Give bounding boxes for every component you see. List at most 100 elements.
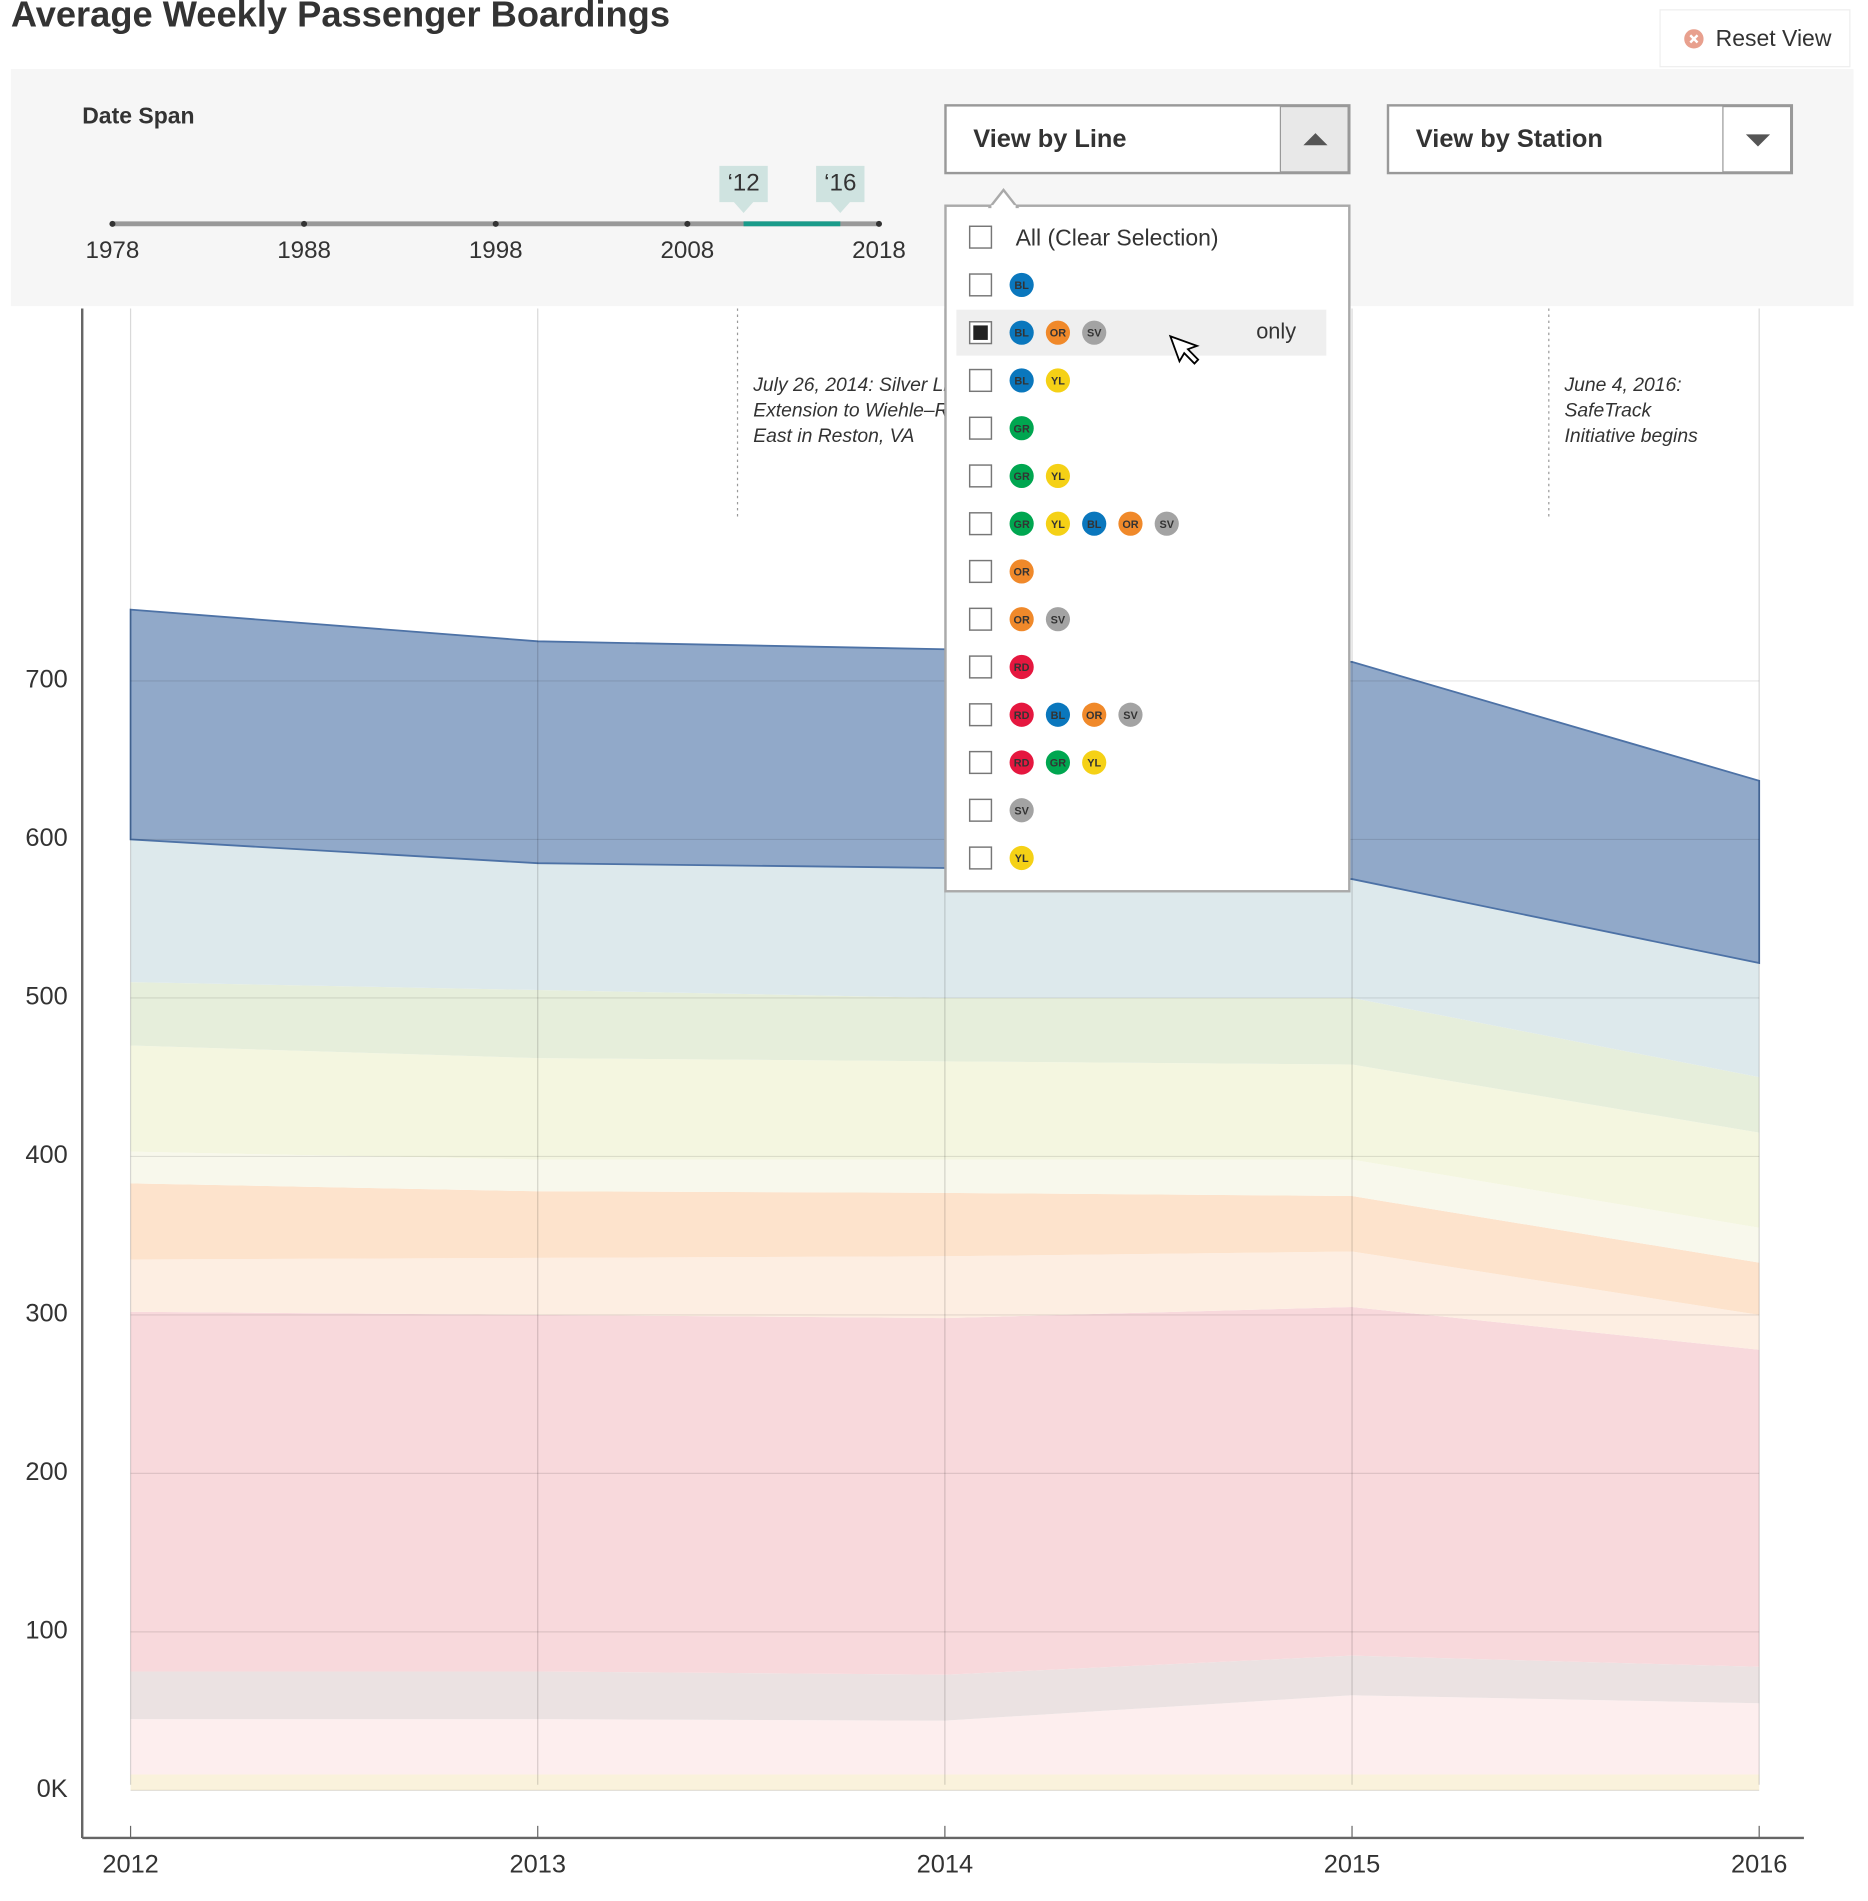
line-badge xyxy=(1082,750,1107,775)
line-badge-label: SV xyxy=(1159,519,1174,531)
area-band xyxy=(130,1251,1760,1350)
menu-item[interactable]: BL xyxy=(968,272,1034,298)
line-badge xyxy=(1118,511,1143,536)
checkbox[interactable] xyxy=(968,368,993,393)
date-span-label: Date Span xyxy=(82,103,194,129)
line-badge-label: OR xyxy=(1086,710,1102,722)
line-badge xyxy=(1118,702,1143,727)
checkbox[interactable] xyxy=(968,273,993,297)
checkbox[interactable] xyxy=(968,512,993,536)
menu-item[interactable]: RD GR YL xyxy=(968,750,1107,775)
line-badge-label: SV xyxy=(1123,710,1138,722)
checkbox[interactable] xyxy=(968,607,993,631)
line-badge xyxy=(1009,416,1034,441)
x-tick-label: 2015 xyxy=(1324,1850,1380,1878)
slider-tick-label: 2008 xyxy=(660,237,714,264)
menu-item[interactable]: YL xyxy=(968,845,1034,871)
line-badge-label: BL xyxy=(1014,280,1029,292)
area-band xyxy=(130,839,1760,1078)
x-tick-label: 2014 xyxy=(917,1850,973,1878)
slider-handle[interactable]: ‘16 xyxy=(816,165,865,213)
line-badge-label: OR xyxy=(1050,328,1066,340)
checkbox[interactable] xyxy=(968,798,993,822)
checkbox[interactable] xyxy=(968,846,993,870)
line-badge-label: GR xyxy=(1014,471,1030,483)
dropdown[interactable]: View by Station xyxy=(1386,104,1794,175)
line-badge-label: YL xyxy=(1051,519,1065,531)
menu-item[interactable]: OR SV xyxy=(968,607,1071,632)
checkbox[interactable] xyxy=(968,416,993,440)
slider-tick-label: 2018 xyxy=(852,237,906,264)
reset-label: Reset View xyxy=(1716,25,1832,51)
checkbox[interactable] xyxy=(968,655,993,679)
annotation-text: SafeTrack xyxy=(1565,399,1653,421)
line-badge-label: BL xyxy=(1051,710,1066,722)
checkbox[interactable] xyxy=(968,225,993,249)
line-badge xyxy=(1009,559,1034,584)
line-badge xyxy=(1009,463,1034,489)
x-tick-label: 2012 xyxy=(102,1850,158,1878)
menu-item[interactable]: OR xyxy=(968,559,1034,584)
slider-handle[interactable]: ‘12 xyxy=(719,165,768,213)
menu-panel xyxy=(944,204,1351,893)
menu-item-label: All (Clear Selection) xyxy=(1016,225,1219,251)
line-badge-label: GR xyxy=(1050,758,1066,770)
dropdown-button xyxy=(1722,105,1792,173)
line-badge-label: GR xyxy=(1014,423,1030,435)
line-badge xyxy=(1009,654,1034,680)
menu-item[interactable]: RD xyxy=(968,654,1034,680)
area-band xyxy=(130,1774,1760,1791)
annotation-text: June 4, 2016: xyxy=(1564,374,1682,396)
reset-icon-x xyxy=(1689,34,1699,44)
area-band xyxy=(130,982,1760,1133)
checkbox[interactable] xyxy=(968,464,993,488)
annotation-text: Initiative begins xyxy=(1565,425,1699,447)
page-title: Average Weekly Passenger Boardings xyxy=(11,0,670,35)
slider-handle-flag xyxy=(719,165,768,213)
menu-item[interactable]: RD BL OR SV xyxy=(968,702,1143,727)
dropdown-label: View by Station xyxy=(1416,125,1603,153)
menu-item[interactable]: SV xyxy=(968,798,1034,823)
slider-handle-label: ‘16 xyxy=(824,169,856,196)
line-badge-label: RD xyxy=(1014,662,1030,674)
reset-button[interactable]: Reset View xyxy=(1659,9,1851,68)
line-badge-label: YL xyxy=(1087,758,1101,770)
line-badge-label: GR xyxy=(1014,519,1030,531)
annotation-text: July 26, 2014: Silver Line xyxy=(752,374,969,396)
x-tick-label: 2016 xyxy=(1731,1850,1787,1878)
menu-item[interactable]: All (Clear Selection) xyxy=(968,225,1219,251)
menu-item[interactable]: GR YL BL OR SV xyxy=(968,511,1179,536)
checkbox[interactable] xyxy=(968,559,993,584)
line-badge xyxy=(1082,702,1107,727)
checkbox[interactable] xyxy=(968,750,993,775)
y-tick-label: 400 xyxy=(25,1141,67,1169)
line-badge xyxy=(1009,511,1034,536)
area-band xyxy=(130,1151,1760,1263)
menu-item[interactable]: GR YL xyxy=(968,463,1071,489)
line-badge xyxy=(1045,702,1071,727)
line-badge xyxy=(1009,750,1034,775)
y-tick-label: 300 xyxy=(25,1300,67,1328)
dropdown[interactable]: View by Line xyxy=(944,104,1351,175)
y-tick-label: 0K xyxy=(37,1775,68,1803)
line-badge-label: SV xyxy=(1051,614,1066,626)
y-tick-label: 700 xyxy=(25,666,67,694)
checkbox[interactable] xyxy=(968,703,993,727)
menu-item[interactable]: BL YL xyxy=(968,368,1071,393)
menu-item[interactable]: GR xyxy=(968,416,1034,441)
y-tick-label: 200 xyxy=(25,1458,67,1486)
menu-item[interactable]: BL OR SV only xyxy=(956,309,1327,356)
area-band xyxy=(130,1183,1760,1315)
area-band xyxy=(130,1695,1760,1775)
line-badge xyxy=(1045,511,1071,536)
line-badge-label: OR xyxy=(1014,567,1030,579)
dropdown-arrow xyxy=(1745,134,1771,147)
line-badge-label: OR xyxy=(1014,614,1030,626)
line-badge-label: RD xyxy=(1014,710,1030,722)
annotation-text: Extension to Wiehle–Reston xyxy=(753,399,996,421)
slider-tick xyxy=(492,220,499,227)
slider-tick-label: 1998 xyxy=(469,237,523,264)
y-tick-label: 100 xyxy=(25,1617,67,1645)
slider-tick xyxy=(109,220,116,227)
line-badge-label: BL xyxy=(1087,519,1102,531)
